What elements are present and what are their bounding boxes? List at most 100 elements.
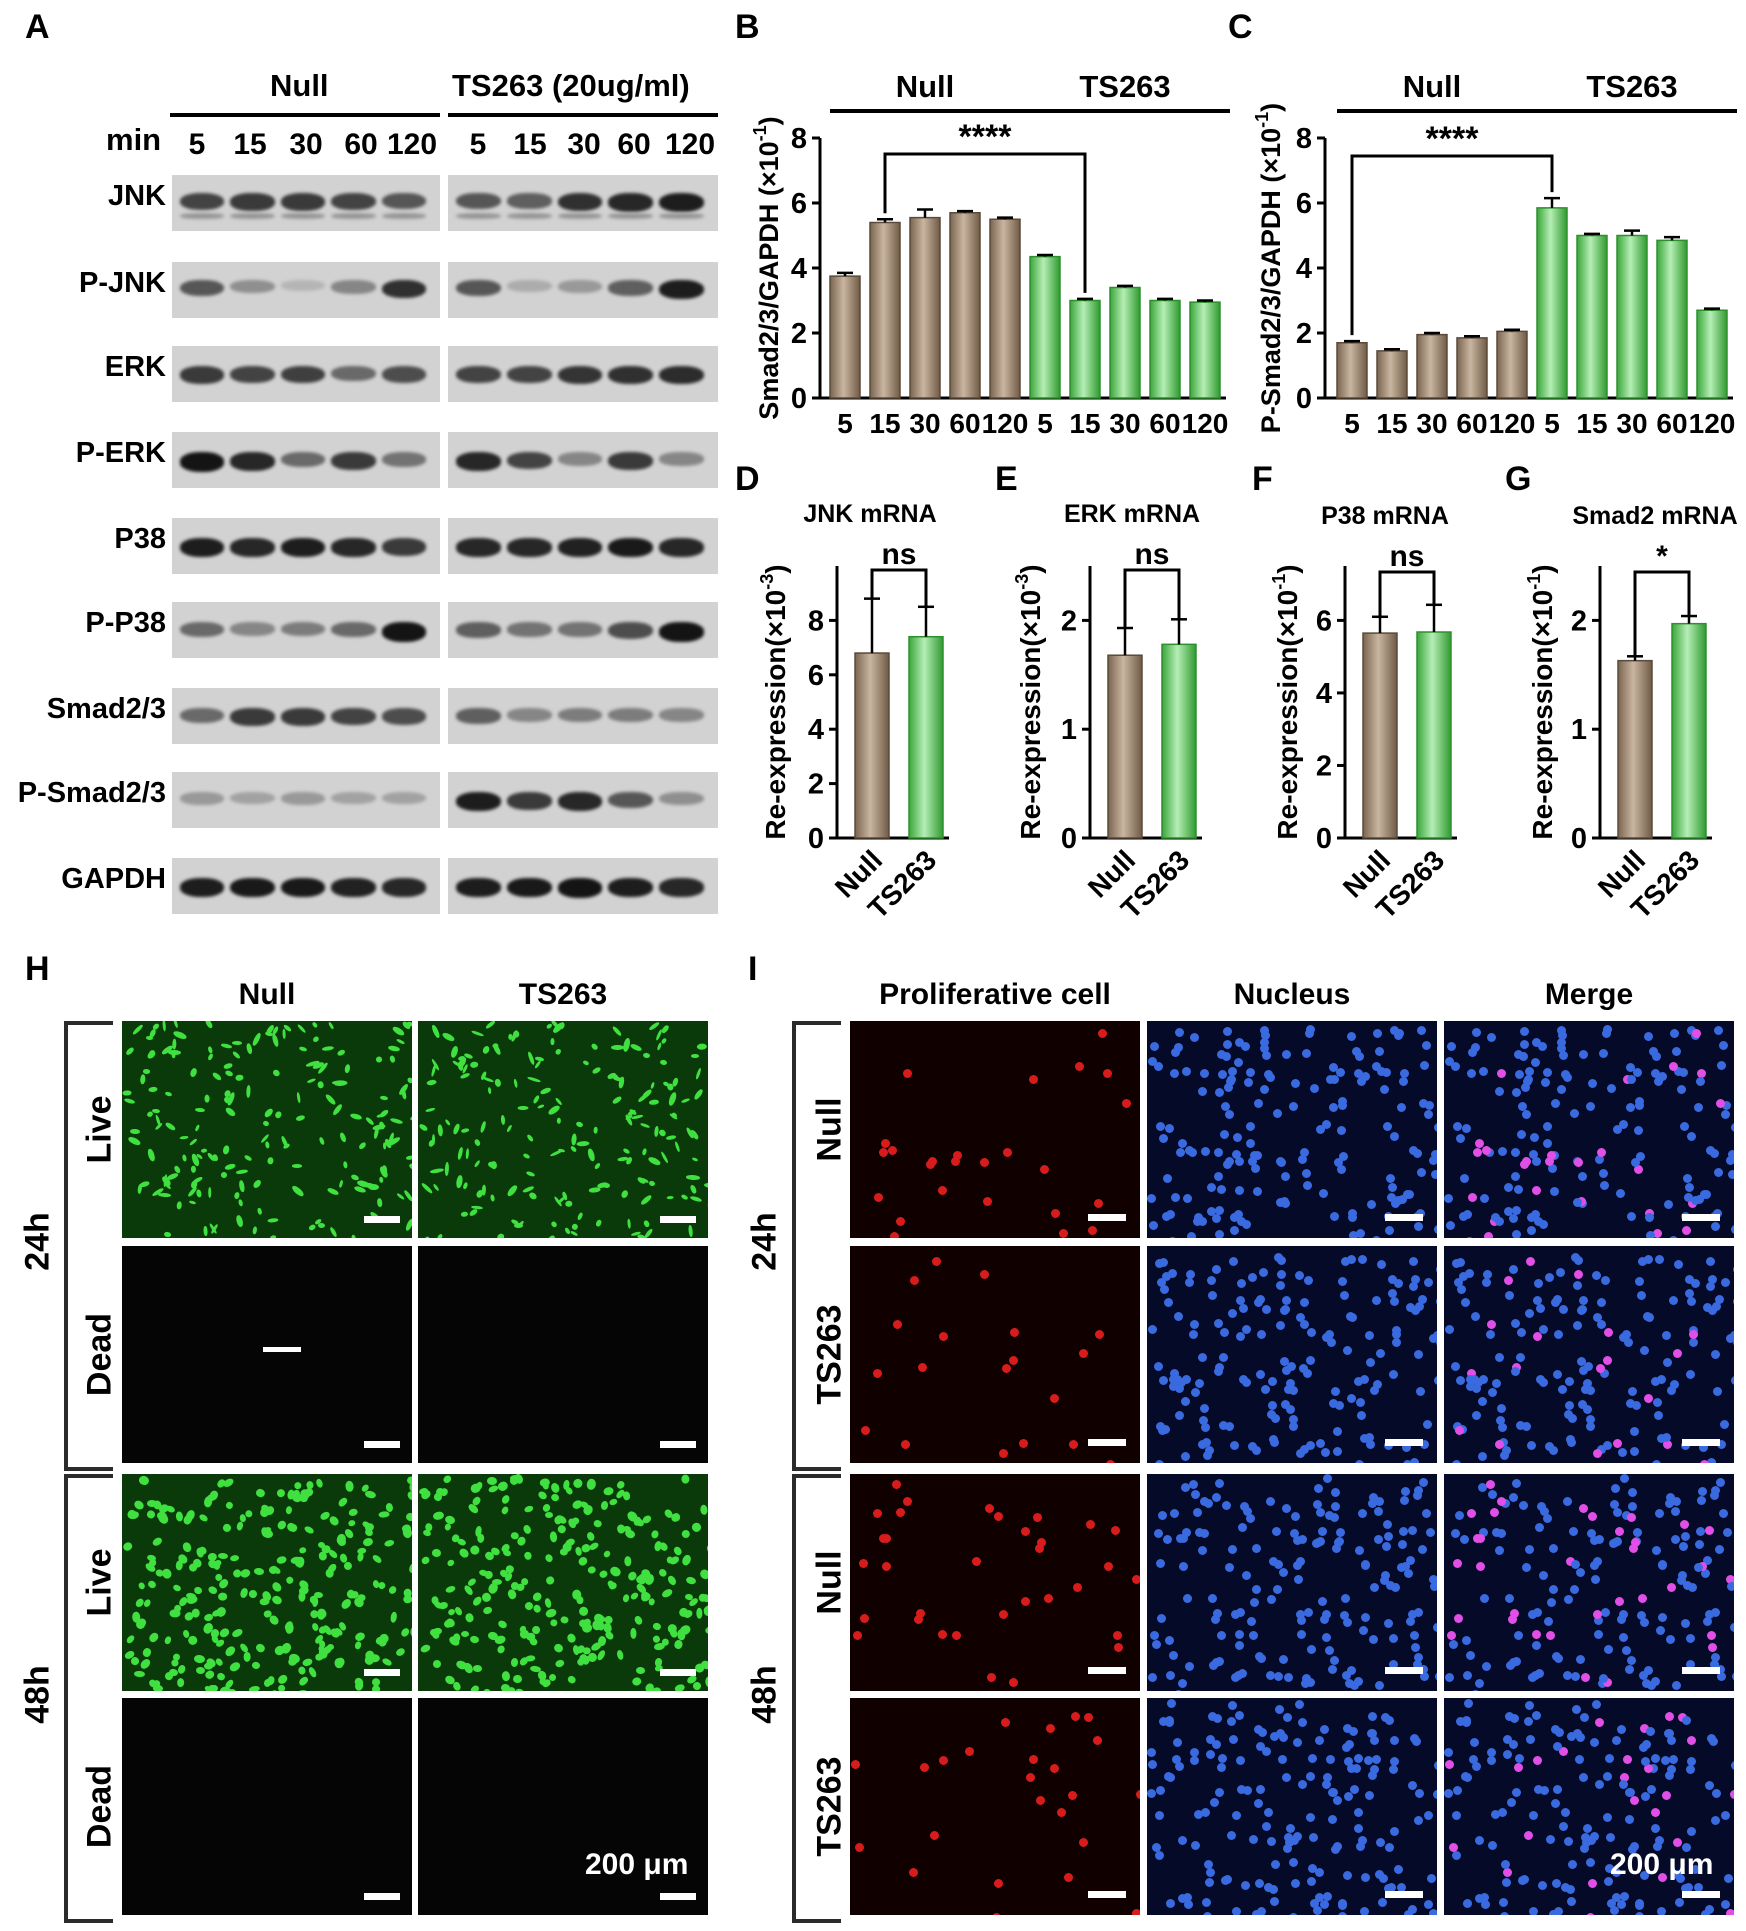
blot-band — [230, 366, 275, 383]
scale-bar — [1682, 1214, 1720, 1221]
red-nucleus — [1020, 1526, 1030, 1536]
blue-nucleus — [1385, 1226, 1395, 1236]
blue-nucleus — [1374, 1046, 1384, 1056]
merged-nucleus — [1445, 1760, 1455, 1770]
blue-nucleus — [1467, 1048, 1477, 1057]
blue-nucleus — [1167, 1699, 1177, 1709]
blue-nucleus — [1445, 1325, 1455, 1335]
x-tick-label: 5 — [1544, 408, 1560, 439]
blue-nucleus — [1262, 1747, 1272, 1757]
blue-nucleus — [1225, 1422, 1235, 1432]
blue-nucleus — [1624, 1664, 1634, 1674]
blue-nucleus — [1247, 1272, 1257, 1282]
cell — [661, 1024, 671, 1035]
blot-band — [230, 622, 275, 636]
blue-nucleus — [1388, 1660, 1398, 1670]
cell — [224, 1644, 238, 1659]
cell — [636, 1176, 648, 1186]
blot-row-label: P-P38 — [85, 607, 166, 639]
red-nucleus — [925, 1159, 935, 1169]
cell — [375, 1057, 382, 1063]
blue-nucleus — [1186, 1231, 1196, 1238]
blue-nucleus — [1356, 1398, 1366, 1408]
chart-title: ERK mRNA — [1064, 500, 1200, 528]
blue-nucleus — [1182, 1067, 1192, 1077]
blue-nucleus — [1295, 1556, 1305, 1566]
blue-nucleus — [1147, 1788, 1157, 1798]
cell — [276, 1673, 290, 1686]
blue-nucleus — [1557, 1043, 1567, 1053]
scale-bar — [660, 1216, 696, 1223]
red-nucleus — [1104, 1561, 1114, 1571]
blot-group-ts-label: TS263 (20ug/ml) — [452, 68, 690, 103]
cell — [431, 1548, 441, 1557]
blue-nucleus — [1237, 1217, 1247, 1227]
blot-band — [280, 708, 326, 726]
blue-nucleus — [1560, 1069, 1570, 1079]
blue-nucleus — [1371, 1235, 1381, 1238]
cell — [694, 1067, 702, 1080]
blue-nucleus — [1444, 1056, 1454, 1066]
cell — [452, 1123, 462, 1136]
blue-nucleus — [1270, 1859, 1280, 1869]
blue-nucleus — [1616, 1615, 1626, 1625]
blue-nucleus — [1280, 1305, 1290, 1315]
red-nucleus — [987, 1672, 997, 1682]
cell — [338, 1179, 344, 1189]
red-nucleus — [1049, 1394, 1059, 1404]
blue-nucleus — [1367, 1711, 1377, 1721]
blue-nucleus — [1681, 1532, 1691, 1542]
blue-nucleus — [1302, 1674, 1312, 1684]
cell — [681, 1529, 691, 1539]
blue-nucleus — [1499, 1438, 1509, 1448]
cell — [336, 1496, 349, 1509]
blue-nucleus — [1282, 1366, 1292, 1376]
blue-nucleus — [1177, 1894, 1187, 1904]
blue-nucleus — [1308, 1832, 1318, 1842]
y-tick-label: 2 — [1571, 605, 1587, 637]
blue-nucleus — [1366, 1439, 1376, 1449]
dead-image — [122, 1698, 412, 1915]
scale-bar — [1682, 1439, 1720, 1446]
blue-nucleus — [1348, 1213, 1358, 1223]
bar — [1416, 631, 1452, 839]
blue-nucleus — [1469, 1375, 1479, 1385]
blue-nucleus — [1512, 1229, 1522, 1238]
cell — [158, 1192, 172, 1198]
cell — [162, 1021, 167, 1033]
blue-nucleus — [1166, 1210, 1176, 1220]
blue-nucleus — [1646, 1785, 1656, 1795]
red-nucleus — [1131, 1908, 1140, 1915]
blue-nucleus — [1413, 1148, 1423, 1158]
merged-nucleus — [1664, 1711, 1674, 1721]
blue-nucleus — [1465, 1268, 1475, 1278]
blue-nucleus — [1445, 1221, 1455, 1231]
cell — [361, 1536, 374, 1548]
y-tick-label: 2 — [1316, 750, 1332, 782]
red-nucleus — [1064, 1872, 1073, 1882]
blue-nucleus — [1275, 1705, 1285, 1715]
blue-nucleus — [1373, 1028, 1383, 1038]
blue-nucleus — [1235, 1629, 1245, 1639]
blot-band — [456, 792, 501, 811]
cell — [235, 1521, 244, 1532]
cell — [565, 1200, 573, 1208]
blue-nucleus — [1408, 1145, 1418, 1155]
bar — [1376, 350, 1408, 399]
blue-nucleus — [1254, 1297, 1264, 1307]
merged-nucleus — [1643, 1394, 1653, 1404]
blue-nucleus — [1568, 1413, 1578, 1423]
group-label-null: Null — [1403, 69, 1462, 104]
cell — [284, 1622, 295, 1635]
time-label: 24h — [745, 1212, 784, 1271]
red-nucleus — [992, 1912, 1002, 1915]
cell — [513, 1078, 519, 1088]
cell — [364, 1489, 377, 1499]
blot-band — [180, 280, 225, 296]
blue-nucleus — [1416, 1025, 1426, 1035]
blue-nucleus — [1197, 1216, 1207, 1226]
cell — [633, 1614, 644, 1626]
cell — [318, 1222, 326, 1229]
blue-nucleus — [1685, 1660, 1695, 1670]
blue-nucleus — [1577, 1305, 1587, 1315]
